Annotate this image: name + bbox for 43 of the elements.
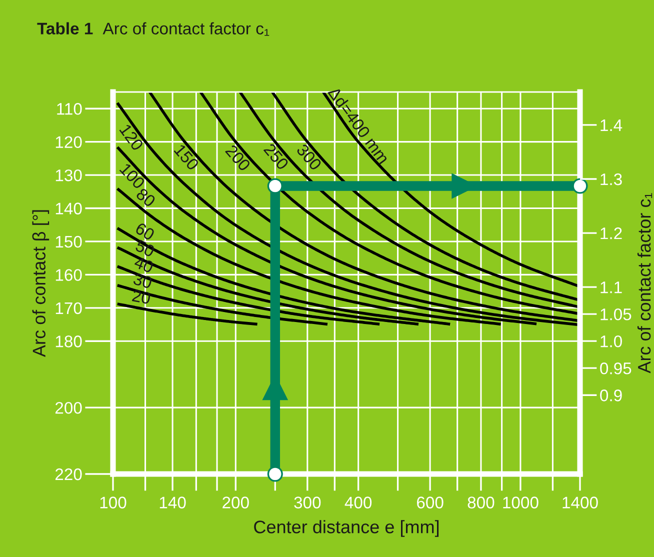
x-tick-label: 140 <box>160 496 186 508</box>
x-tick-label: 200 <box>222 496 249 508</box>
y2-tick-label: 1.4 <box>600 120 622 131</box>
text: 300 <box>296 143 322 172</box>
text: 100 <box>119 162 146 190</box>
y2-tick-label: 1.0 <box>600 335 622 348</box>
text: 30 <box>132 272 153 289</box>
chart-title: Table 1 Arc of contact factor c₁ <box>37 22 270 36</box>
x-tick-label: 600 <box>417 496 444 508</box>
y-tick-label: 200 <box>55 402 82 414</box>
x-axis-title: Center distance e [mm] <box>254 520 439 537</box>
y-tick-label: 120 <box>56 136 82 148</box>
y-tick-label: 110 <box>57 103 82 115</box>
y2-tick-label: 0.95 <box>600 362 632 374</box>
x-tick-label: 400 <box>344 496 372 508</box>
text: 50 <box>134 239 156 258</box>
y-tick-label: 140 <box>56 202 82 214</box>
y2-axis-title: Arc of contact factor c₁ <box>637 193 652 374</box>
x-tick-label: 1000 <box>503 496 538 508</box>
text: 250 <box>263 142 290 171</box>
y-tick-label: 150 <box>56 236 82 248</box>
text: 120 <box>119 123 144 152</box>
y-tick-label: 220 <box>55 468 82 480</box>
y2-tick-label: 1.05 <box>600 308 632 320</box>
y2-tick-label: 1.3 <box>600 173 622 186</box>
y-tick-label: 130 <box>56 169 82 182</box>
y-tick-label: 170 <box>56 302 82 314</box>
text: 20 <box>132 290 151 304</box>
text: 80 <box>135 188 156 208</box>
y-axis-title: Arc of contact β [°] <box>32 210 50 357</box>
text: 200 <box>224 144 252 172</box>
text: 40 <box>133 256 154 274</box>
text: 60 <box>134 222 156 241</box>
x-tick-label: 1400 <box>562 496 598 508</box>
x-tick-label: 800 <box>468 496 494 508</box>
y2-tick-label: 1.2 <box>600 227 622 240</box>
y-tick-label: 160 <box>56 269 82 281</box>
y-tick-label: 180 <box>56 336 82 348</box>
text: 150 <box>174 144 200 171</box>
y2-tick-label: 1.1 <box>600 282 622 294</box>
x-tick-label: 300 <box>294 496 321 508</box>
y2-tick-label: 0.9 <box>600 390 622 402</box>
x-tick-label: 100 <box>100 496 126 508</box>
